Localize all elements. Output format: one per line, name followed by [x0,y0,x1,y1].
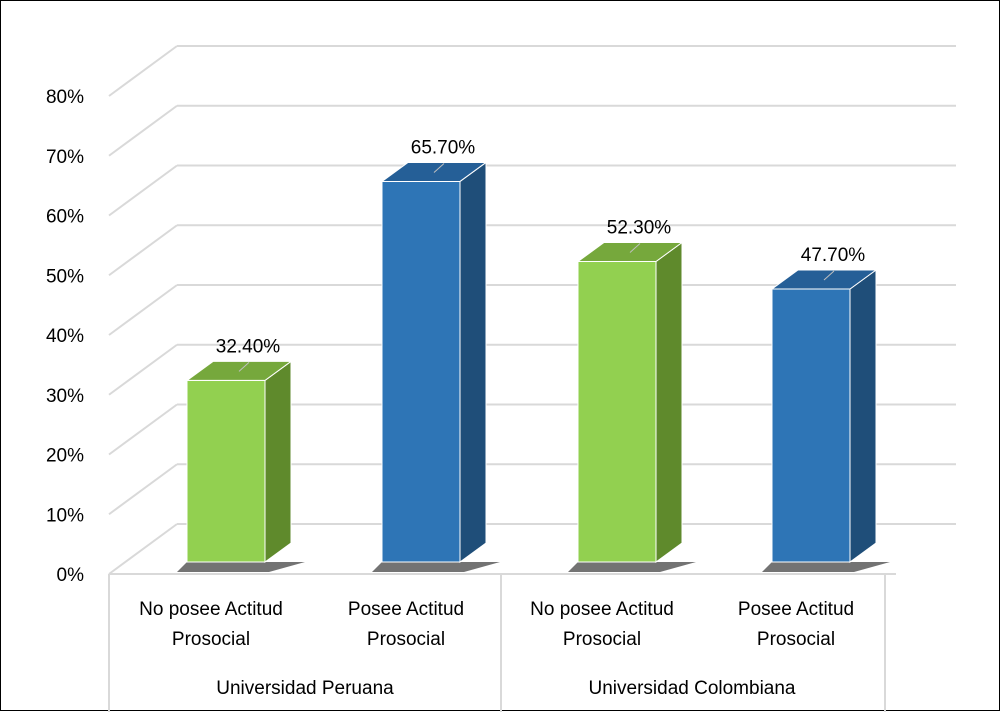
bar-side [264,360,292,563]
data-label: 52.30% [607,218,672,239]
data-label: 32.40% [216,336,281,357]
x-category-label: Posee Actitud [348,599,464,620]
x-category-label: Prosocial [757,629,835,650]
gridline-side [108,523,178,575]
gridline-side [108,343,178,396]
data-label: 65.70% [411,137,476,158]
data-label-leader [433,163,445,173]
bar-side [849,269,877,563]
gridline-side [108,104,178,157]
bar [771,288,851,563]
data-label-leader [629,243,641,253]
bar-shadow [762,562,890,572]
x-category-label: Posee Actitud [738,599,854,620]
y-tick-label: 80% [46,87,84,108]
bar-side [655,241,683,563]
y-tick-label: 10% [46,505,84,526]
data-label-leader [238,362,250,372]
gridline-side [108,45,178,97]
gridline-side [108,463,178,516]
x-category-label: Prosocial [367,629,445,650]
x-category-label: Prosocial [172,629,250,650]
y-tick-label: 50% [46,266,84,287]
x-category-label: No posee Actitud [530,599,674,620]
bar [186,379,266,563]
bar-shadow [568,562,696,572]
gridline-side [108,224,178,277]
bar-shadow [177,562,305,572]
y-tick-label: 40% [46,326,84,347]
gridline-side [108,403,178,456]
y-tick-label: 70% [46,147,84,168]
x-category-label: No posee Actitud [139,599,283,620]
data-label-leader [823,270,835,281]
x-category-label: Prosocial [563,629,641,650]
gridline-side [108,284,178,336]
y-tick-label: 0% [57,565,85,586]
y-tick-label: 30% [46,386,84,407]
data-label: 47.70% [801,245,866,266]
y-tick-label: 60% [46,207,84,228]
gridline-side [108,164,178,217]
bar [381,180,461,563]
y-tick-label: 20% [46,446,84,467]
bar [577,261,657,563]
x-group-label: Universidad Peruana [216,678,394,699]
x-group-label: Universidad Colombiana [589,678,796,699]
bar-side [459,161,487,563]
bar-shadow [372,562,500,572]
